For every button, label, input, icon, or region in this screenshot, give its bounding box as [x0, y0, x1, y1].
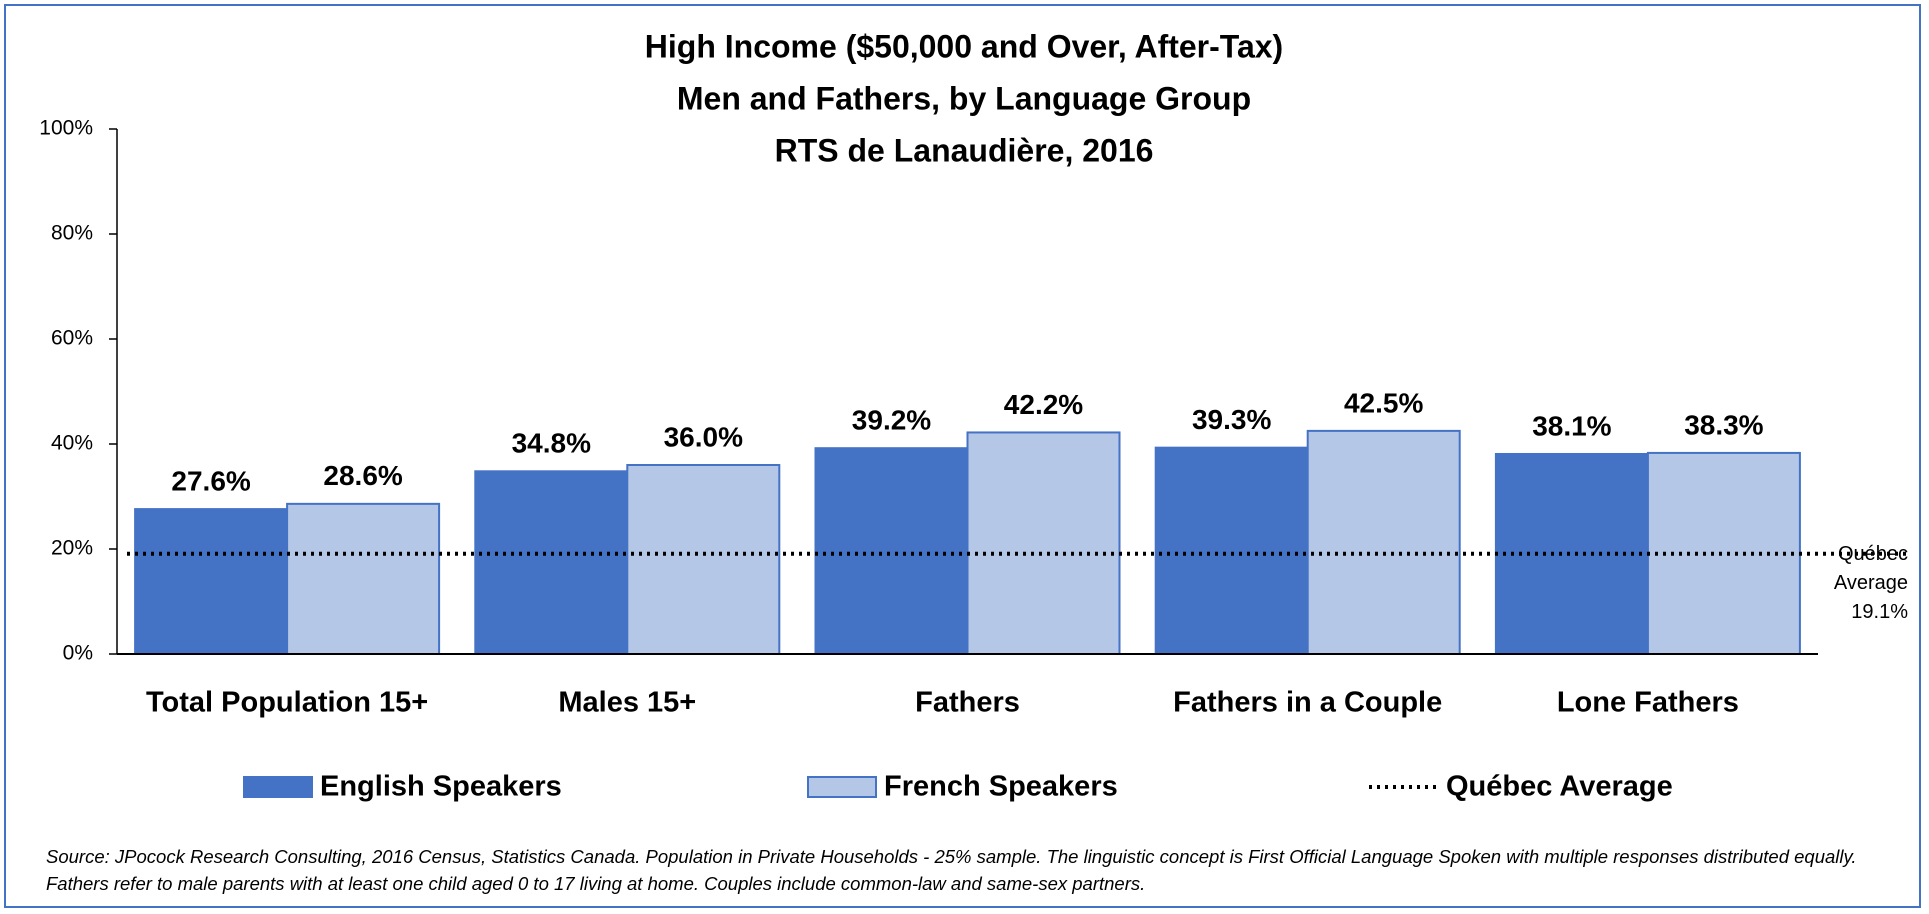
value-label: 38.3% — [1684, 409, 1763, 440]
reference-value-label: 19.1% — [1851, 601, 1908, 623]
y-tick-label: 60% — [51, 327, 93, 350]
bar — [1306, 429, 1461, 655]
x-tick-label: Fathers in a Couple — [1173, 687, 1442, 719]
x-tick-label: Lone Fathers — [1557, 687, 1739, 719]
y-tick-label: 0% — [63, 642, 93, 665]
x-tick-label: Total Population 15+ — [146, 687, 428, 719]
chart-title: RTS de Lanaudière, 2016 — [775, 132, 1154, 168]
bar — [474, 470, 629, 655]
value-label: 39.3% — [1192, 404, 1271, 435]
value-label: 38.1% — [1532, 410, 1611, 441]
value-label: 36.0% — [664, 421, 743, 452]
bar — [814, 447, 969, 656]
bar — [134, 508, 289, 655]
value-label: 27.6% — [171, 465, 250, 496]
value-label: 42.5% — [1344, 387, 1423, 418]
x-tick-label: Males 15+ — [558, 687, 696, 719]
legend-swatch — [243, 776, 313, 798]
legend-label: Québec Average — [1446, 771, 1673, 803]
legend-label: English Speakers — [320, 771, 562, 803]
y-tick-label: 20% — [51, 537, 93, 560]
reference-annotation: Québec Average 19.1% — [1800, 540, 1908, 627]
bar — [626, 464, 781, 655]
bar — [1154, 446, 1309, 655]
bar — [966, 431, 1121, 656]
value-label: 42.2% — [1004, 389, 1083, 420]
legend-label: French Speakers — [884, 771, 1118, 803]
x-tick-label: Fathers — [915, 687, 1020, 719]
y-tick-label: 100% — [39, 117, 93, 140]
bar — [286, 502, 441, 655]
chart-title: High Income ($50,000 and Over, After-Tax… — [645, 28, 1283, 64]
legend-swatch — [807, 776, 877, 798]
chart-title: Men and Fathers, by Language Group — [677, 80, 1251, 116]
y-tick-label: 80% — [51, 222, 93, 245]
chart-frame — [4, 4, 1921, 908]
value-label: 39.2% — [852, 405, 931, 436]
value-label: 28.6% — [323, 460, 402, 491]
y-tick-label: 40% — [51, 432, 93, 455]
reference-name: Québec Average — [1833, 543, 1908, 594]
source-note: Source: JPocock Research Consulting, 201… — [46, 846, 1857, 894]
value-label: 34.8% — [512, 428, 591, 459]
